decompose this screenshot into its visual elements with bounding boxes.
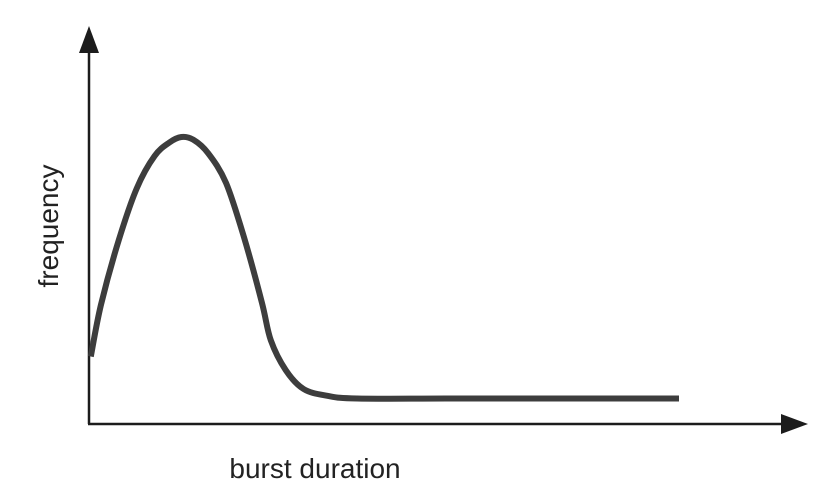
x-axis-arrowhead: [781, 414, 808, 434]
y-axis-label: frequency: [33, 165, 64, 288]
x-axis-label: burst duration: [229, 453, 400, 484]
frequency-curve: [87, 133, 679, 402]
axes: [79, 26, 808, 434]
y-axis-arrowhead: [79, 26, 99, 53]
